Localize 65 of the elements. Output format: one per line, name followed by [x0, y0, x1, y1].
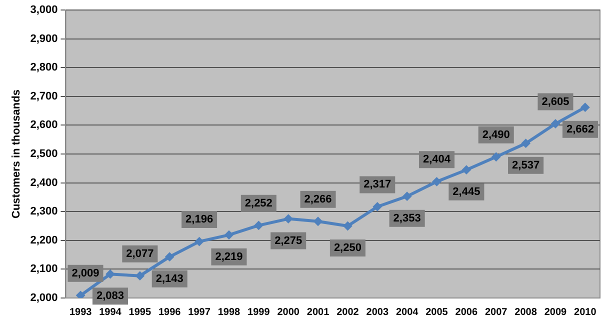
- data-label: 2,490: [482, 128, 510, 141]
- y-tick-label: 2,900: [30, 32, 58, 45]
- x-tick-label: 1994: [99, 306, 122, 318]
- point: [106, 270, 115, 279]
- data-label: 2,662: [566, 123, 594, 136]
- data-label: 2,009: [72, 267, 100, 280]
- data-label: 2,317: [364, 178, 392, 191]
- x-tick-label: 1997: [188, 306, 211, 318]
- data-label: 2,537: [512, 159, 540, 172]
- x-tick-label: 2001: [306, 306, 330, 318]
- y-tick-label: 2,400: [30, 176, 58, 189]
- y-tick-label: 2,100: [30, 263, 58, 276]
- data-label: 2,445: [452, 186, 480, 198]
- x-tick-label: 1993: [69, 306, 92, 318]
- x-tick-label: 2006: [455, 306, 478, 318]
- y-tick-label: 2,800: [30, 62, 58, 74]
- x-tick-label: 1998: [218, 306, 241, 318]
- y-tick-label: 2,700: [30, 90, 58, 102]
- data-label: 2,605: [542, 96, 570, 108]
- x-tick-label: 2003: [366, 306, 389, 318]
- x-tick-label: 2008: [514, 306, 538, 318]
- point: [194, 237, 204, 246]
- x-tick-label: 1999: [248, 306, 270, 318]
- y-tick-label: 2,300: [30, 206, 58, 218]
- point: [224, 230, 234, 240]
- data-label: 2,275: [274, 234, 302, 247]
- y-tick-label: 3,000: [30, 4, 58, 16]
- point: [314, 216, 323, 226]
- point: [402, 192, 412, 201]
- data-label: 2,077: [126, 248, 154, 260]
- x-tick-label: 2005: [426, 306, 448, 318]
- point: [580, 102, 590, 112]
- point: [521, 138, 530, 148]
- x-tick-label: 2004: [396, 306, 419, 318]
- point: [284, 214, 293, 224]
- data-label: 2,250: [334, 242, 362, 254]
- point: [432, 177, 442, 186]
- x-tick-label: 1995: [128, 306, 152, 318]
- data-label: 2,083: [96, 290, 124, 302]
- data-label: 2,143: [156, 272, 184, 285]
- data-label: 2,353: [393, 212, 421, 224]
- point: [492, 152, 501, 162]
- x-tick-label: 2009: [544, 306, 568, 318]
- x-tick-label: 2002: [336, 306, 360, 318]
- point: [372, 202, 382, 212]
- point: [76, 290, 86, 298]
- data-label: 2,219: [215, 250, 243, 263]
- y-axis-title: Customers in thousands: [10, 90, 23, 218]
- point: [254, 220, 264, 230]
- x-tick-label: 2000: [277, 306, 300, 318]
- x-tick-label: 2007: [484, 306, 508, 318]
- point: [165, 252, 174, 262]
- x-tick-label: 1996: [158, 306, 182, 318]
- data-label: 2,252: [244, 197, 272, 210]
- point: [343, 222, 352, 230]
- y-tick-label: 2,200: [30, 234, 58, 246]
- data-label: 2,404: [422, 154, 452, 166]
- x-tick-label: 2010: [574, 306, 597, 318]
- y-tick-label: 2,500: [30, 148, 58, 160]
- y-tick-label: 2,000: [30, 292, 58, 304]
- data-label: 2,266: [304, 193, 332, 206]
- data-label: 2,196: [186, 214, 214, 226]
- point: [550, 119, 560, 128]
- point: [462, 165, 471, 174]
- y-tick-label: 2,600: [30, 119, 58, 132]
